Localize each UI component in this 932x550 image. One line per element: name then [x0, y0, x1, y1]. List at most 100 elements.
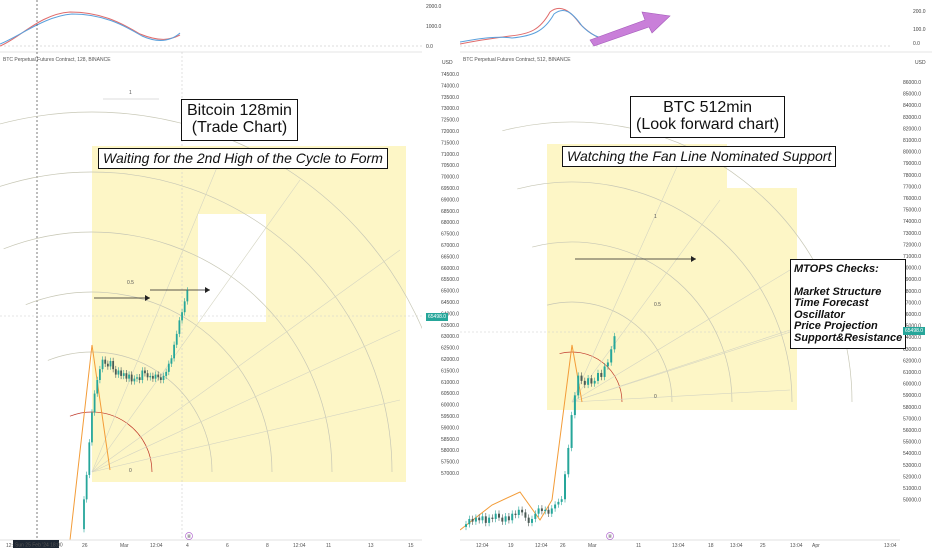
- right-candle-body: [577, 375, 580, 396]
- right-candle-body: [517, 509, 520, 516]
- right-price-tick: 61000.0: [903, 370, 921, 376]
- right-date-label: 19: [508, 543, 514, 549]
- right-price-tick: 76000.0: [903, 196, 921, 202]
- right-caption-note[interactable]: Watching the Fan Line Nominated Support: [562, 146, 837, 167]
- check-time-forecast: Time Forecast: [794, 297, 869, 309]
- left-candle-body: [93, 393, 96, 413]
- right-price-tick: 56000.0: [903, 428, 921, 434]
- mid-osc-label-bottom: 0.0: [426, 44, 433, 50]
- left-fib-label-0: 0: [129, 468, 132, 474]
- right-chart-canvas[interactable]: 200.0 100.0 0.0 BTC Perpetual Futures Contr…: [460, 0, 932, 550]
- left-candle-body: [154, 374, 157, 379]
- left-event-marker: [185, 532, 193, 540]
- left-chart-canvas[interactable]: BTC Perpetual Futures Contract, 128, BIN…: [0, 0, 422, 550]
- left-candle-body: [170, 358, 173, 364]
- right-candle-body: [544, 509, 547, 512]
- left-title-note[interactable]: Bitcoin 128min (Trade Chart): [181, 99, 298, 141]
- mid-price-tick: 72500.0: [441, 118, 459, 124]
- right-candle-body: [603, 366, 606, 377]
- right-candle-body: [570, 415, 573, 448]
- left-caption-note[interactable]: Waiting for the 2nd High of the Cycle to…: [98, 148, 388, 169]
- left-candle-body: [173, 344, 175, 359]
- right-fan-arc: [547, 301, 673, 403]
- middle-price-axis[interactable]: 2000.0 1000.0 0.0 USD 74500.0 74000.0 73500.0 7…: [422, 0, 460, 550]
- mid-price-tick: 66500.0: [441, 254, 459, 260]
- mid-price-tick: 73500.0: [441, 95, 459, 101]
- left-date-label: 8: [266, 543, 269, 549]
- right-candle-body: [507, 516, 510, 521]
- right-candle-body: [491, 517, 494, 519]
- mid-price-tick: 61500.0: [441, 368, 459, 374]
- right-price-tick: 50000.0: [903, 498, 921, 504]
- left-candle-body: [91, 412, 93, 443]
- mid-price-tick: 64500.0: [441, 300, 459, 306]
- left-date-label: 13: [368, 543, 374, 549]
- left-date-label: 12:00: [6, 543, 19, 549]
- right-price-tick: 74000.0: [903, 219, 921, 225]
- check-support-resistance: Support&Resistance: [794, 331, 903, 344]
- left-fan-arc: [47, 351, 213, 473]
- right-candle-body: [537, 508, 540, 514]
- right-candle-body: [474, 517, 477, 522]
- right-price-tick: 84000.0: [903, 103, 921, 109]
- mid-price-tick: 73000.0: [441, 106, 459, 112]
- oscillator-line-red: [0, 11, 181, 47]
- mtops-checks-note[interactable]: MTOPS Checks: Market Structure Time Fore…: [790, 259, 907, 349]
- right-date-label: 13:04: [884, 543, 897, 549]
- mid-price-tick: 70000.0: [441, 175, 459, 181]
- left-fib-label-1: 1: [129, 90, 132, 96]
- right-chart-panel[interactable]: 200.0 100.0 0.0 BTC Perpetual Futures Contr…: [460, 0, 932, 550]
- left-candle-body: [104, 359, 107, 364]
- mid-price-tick: 60000.0: [441, 403, 459, 409]
- right-projection-line: [460, 344, 583, 531]
- right-symbol-line: BTC Perpetual Futures Contract, 512, BIN…: [463, 57, 571, 63]
- mid-price-tick: 67500.0: [441, 232, 459, 238]
- mid-price-tick: 57000.0: [441, 471, 459, 477]
- right-price-tick: 59000.0: [903, 393, 921, 399]
- left-chart-panel[interactable]: BTC Perpetual Futures Contract, 128, BIN…: [0, 0, 422, 550]
- right-date-label: 13:04: [672, 543, 685, 549]
- right-fan-line: [571, 199, 721, 403]
- right-date-label: Apr: [812, 543, 820, 549]
- right-candle-body: [511, 513, 514, 521]
- oscillator-line-blue: [0, 13, 181, 45]
- right-candle-body: [573, 395, 576, 416]
- left-candle-body: [130, 374, 133, 382]
- right-fan-line: [571, 159, 681, 403]
- left-candle-body: [152, 375, 154, 379]
- right-date-label: 11: [636, 543, 641, 549]
- mid-price-tick: 61000.0: [441, 380, 459, 386]
- right-price-tick: 65000.0: [903, 324, 921, 330]
- right-price-tick: 72000.0: [903, 242, 921, 248]
- right-candle-body: [606, 362, 609, 367]
- right-date-label: 13:04: [790, 543, 803, 549]
- left-fan-line: [91, 179, 301, 473]
- right-event-marker: [606, 532, 614, 540]
- right-candle-body: [600, 372, 603, 377]
- left-candle-body: [85, 474, 88, 500]
- left-candle-body: [159, 377, 162, 380]
- left-fan-arc: [3, 231, 333, 473]
- mid-price-tick: 60500.0: [441, 391, 459, 397]
- left-title-line-2: (Trade Chart): [191, 118, 288, 136]
- mid-price-tick: 71500.0: [441, 140, 459, 146]
- right-candle-body: [521, 509, 524, 513]
- left-candle-body: [83, 499, 85, 530]
- right-candle-body: [610, 349, 613, 363]
- right-candle-body: [527, 517, 530, 523]
- right-title-note[interactable]: BTC 512min (Look forward chart): [630, 96, 786, 138]
- left-fan-line: [91, 249, 401, 473]
- mid-price-tick: 63500.0: [441, 323, 459, 329]
- check-market-structure: Market Structure: [794, 285, 882, 298]
- right-candle-body: [504, 516, 507, 522]
- mid-price-tick: 72000.0: [441, 129, 459, 135]
- left-date-label: 6: [226, 543, 229, 549]
- left-candle-body: [141, 370, 144, 380]
- mid-price-tick: 69500.0: [441, 186, 459, 192]
- right-candle-body: [560, 499, 563, 502]
- right-price-tick: 67000.0: [903, 300, 921, 306]
- right-price-tick: 63000.0: [903, 347, 921, 353]
- left-date-label: 11: [326, 543, 331, 549]
- right-price-tick: 81000.0: [903, 138, 921, 144]
- left-candle-body: [122, 373, 125, 376]
